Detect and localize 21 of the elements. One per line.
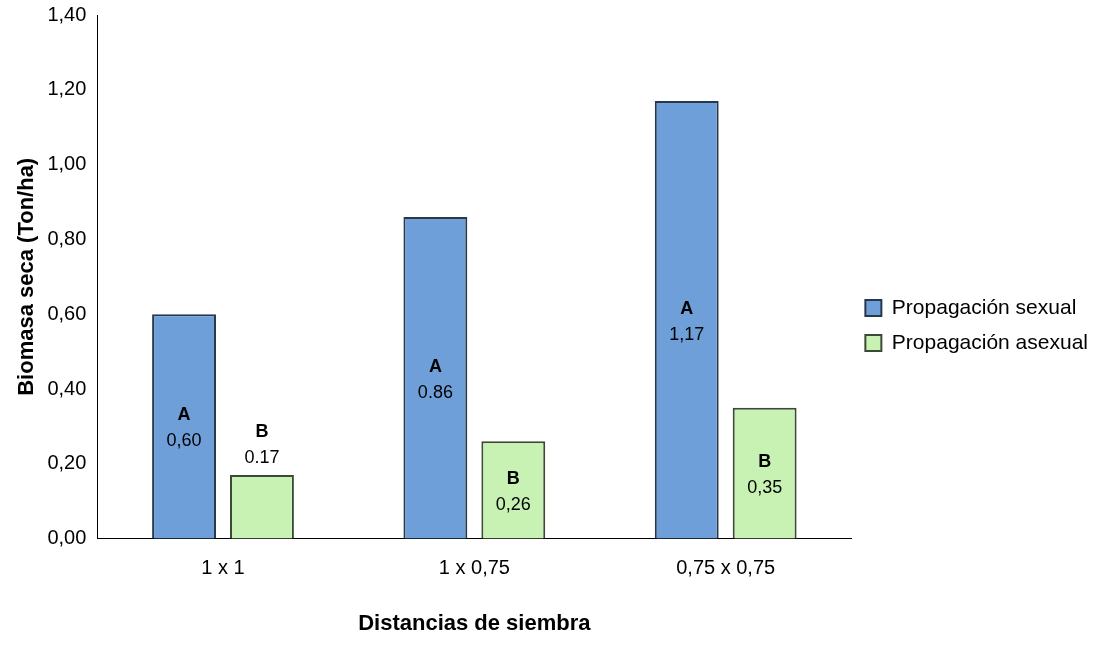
legend-label: Propagación asexual — [891, 329, 1088, 353]
x-axis-title: Distancias de siembra — [358, 609, 592, 635]
y-tick-label: 0,40 — [47, 376, 87, 399]
data-label: A 1,17 — [669, 297, 705, 344]
y-tick-label: 1,20 — [47, 77, 87, 100]
y-tick-label: 1,40 — [47, 2, 87, 25]
y-tick-label: 1,00 — [47, 152, 87, 175]
y-tick-label: 0,80 — [47, 226, 87, 249]
y-tick-label: 0,00 — [47, 526, 87, 549]
data-label: B 0,35 — [747, 451, 783, 498]
data-label: B 0.17 — [244, 421, 280, 468]
y-tick-label: 0,20 — [47, 451, 87, 474]
x-tick-label: 1 x 1 — [201, 556, 245, 579]
data-label: B 0,26 — [495, 467, 531, 514]
x-tick-label: 0,75 x 0,75 — [676, 556, 776, 579]
legend-label: Propagación sexual — [891, 294, 1077, 318]
data-label: A 0.86 — [417, 355, 453, 402]
x-tick-label: 1 x 0,75 — [438, 556, 510, 579]
y-axis-title: Biomasa seca (Ton/ha) — [13, 157, 39, 396]
y-tick-label: 0,60 — [47, 301, 87, 324]
data-label: A 0,60 — [166, 404, 202, 451]
